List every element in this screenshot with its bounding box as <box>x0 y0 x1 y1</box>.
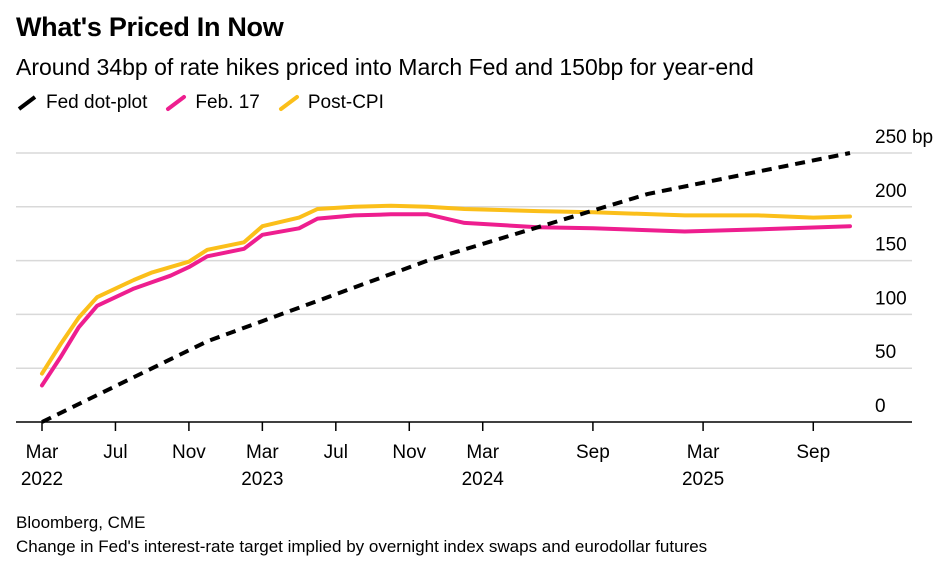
legend: Fed dot-plot Feb. 17 Post-CPI <box>16 92 402 114</box>
legend-item-post-cpi: Post-CPI <box>278 92 384 114</box>
x-tick-year-8: 2025 <box>682 469 724 490</box>
legend-item-fed-dot-plot: Fed dot-plot <box>16 92 147 114</box>
y-tick-label-0: 0 <box>875 396 886 417</box>
x-tick-label-8: Mar <box>687 442 720 463</box>
legend-label-post-cpi: Post-CPI <box>307 92 384 113</box>
x-tick-label-0: Mar <box>26 442 59 463</box>
x-tick-year-6: 2024 <box>462 469 505 490</box>
x-tick-label-3: Mar <box>246 442 279 463</box>
chart-title: What's Priced In Now <box>16 12 284 42</box>
legend-item-feb-17: Feb. 17 <box>165 92 260 114</box>
series-line-fed-dot-plot <box>41 151 851 424</box>
y-tick-label-250: 250 bp <box>875 127 933 148</box>
x-tick-label-2: Nov <box>172 442 206 463</box>
y-tick-label-150: 150 <box>875 235 907 256</box>
legend-label-feb-17: Feb. 17 <box>195 92 260 113</box>
x-tick-year-0: 2022 <box>21 469 63 490</box>
x-tick-label-4: Jul <box>324 442 348 463</box>
legend-swatch-fed-dot-plot <box>17 95 37 111</box>
y-tick-label-50: 50 <box>875 342 896 363</box>
chart-subtitle: Around 34bp of rate hikes priced into Ma… <box>16 54 754 80</box>
x-tick-label-6: Mar <box>466 442 499 463</box>
x-tick-label-9: Sep <box>796 442 830 463</box>
legend-swatch-feb-17 <box>166 95 187 111</box>
footnote: Change in Fed's interest-rate target imp… <box>16 537 708 556</box>
source-note: Bloomberg, CME <box>16 513 146 532</box>
legend-swatch-post-cpi <box>278 95 299 111</box>
series-line-post-cpi <box>40 203 852 376</box>
x-tick-label-7: Sep <box>576 442 610 463</box>
series-line-feb-17 <box>40 212 852 388</box>
x-tick-year-3: 2023 <box>241 469 283 490</box>
x-tick-label-1: Jul <box>103 442 127 463</box>
y-tick-label-100: 100 <box>875 288 907 309</box>
x-tick-label-5: Nov <box>392 442 426 463</box>
legend-label-fed-dot-plot: Fed dot-plot <box>46 92 148 113</box>
y-tick-label-200: 200 <box>875 181 907 202</box>
